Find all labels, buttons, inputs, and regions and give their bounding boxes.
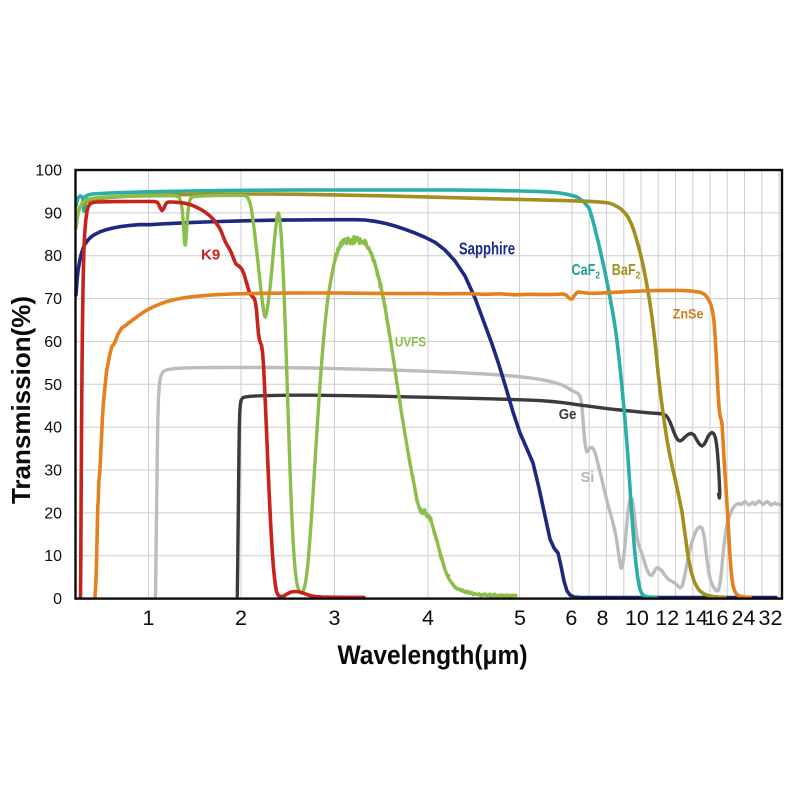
svg-text:6: 6 (565, 606, 577, 630)
svg-text:8: 8 (597, 606, 609, 630)
svg-text:12: 12 (655, 606, 679, 630)
svg-text:Ge: Ge (559, 407, 577, 423)
svg-text:32: 32 (759, 606, 783, 630)
svg-text:0: 0 (53, 591, 62, 608)
svg-text:10: 10 (44, 548, 62, 565)
svg-text:Sapphire: Sapphire (459, 239, 515, 258)
svg-text:14: 14 (684, 606, 708, 630)
svg-text:90: 90 (44, 205, 62, 222)
svg-text:2: 2 (235, 606, 247, 630)
svg-text:60: 60 (44, 334, 62, 351)
svg-text:24: 24 (732, 606, 756, 630)
svg-text:50: 50 (44, 377, 62, 394)
svg-text:30: 30 (44, 463, 62, 480)
svg-text:80: 80 (44, 248, 62, 265)
svg-text:UVFS: UVFS (395, 335, 426, 350)
svg-text:40: 40 (44, 420, 62, 437)
svg-text:BaF2: BaF2 (612, 262, 640, 282)
svg-text:3: 3 (329, 606, 341, 630)
svg-text:K9: K9 (201, 247, 220, 264)
svg-text:ZnSe: ZnSe (673, 306, 704, 322)
svg-text:Si: Si (581, 470, 595, 486)
svg-text:100: 100 (35, 163, 62, 180)
svg-text:10: 10 (625, 606, 649, 630)
svg-text:16: 16 (705, 606, 729, 630)
svg-text:1: 1 (143, 606, 155, 630)
svg-text:20: 20 (44, 505, 62, 522)
svg-text:Wavelength(μm): Wavelength(μm) (337, 641, 527, 670)
svg-text:70: 70 (44, 291, 62, 308)
svg-text:5: 5 (514, 606, 526, 630)
svg-text:4: 4 (422, 606, 434, 630)
svg-text:CaF2: CaF2 (572, 262, 600, 282)
svg-text:Transmission(%): Transmission(%) (6, 296, 36, 504)
